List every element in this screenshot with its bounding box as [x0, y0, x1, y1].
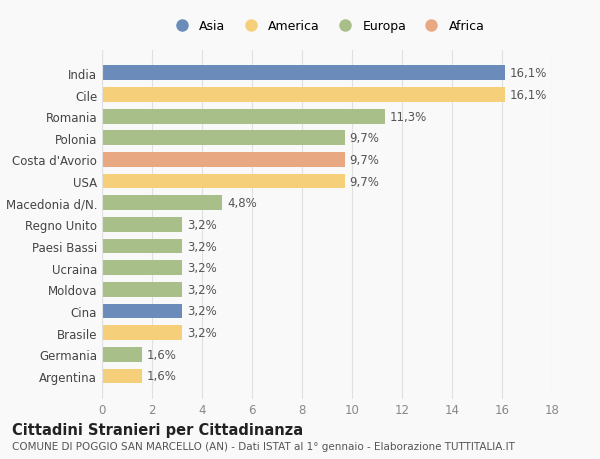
Text: COMUNE DI POGGIO SAN MARCELLO (AN) - Dati ISTAT al 1° gennaio - Elaborazione TUT: COMUNE DI POGGIO SAN MARCELLO (AN) - Dat…: [12, 441, 515, 451]
Text: 11,3%: 11,3%: [389, 111, 427, 123]
Bar: [102, 218, 182, 232]
Text: 3,2%: 3,2%: [187, 240, 217, 253]
Bar: [102, 261, 182, 275]
Bar: [102, 174, 344, 189]
Bar: [102, 282, 182, 297]
Bar: [102, 88, 505, 103]
Bar: [102, 239, 182, 254]
Text: Cittadini Stranieri per Cittadinanza: Cittadini Stranieri per Cittadinanza: [12, 422, 303, 437]
Text: 9,7%: 9,7%: [349, 132, 379, 145]
Text: 16,1%: 16,1%: [509, 67, 547, 80]
Bar: [102, 67, 505, 81]
Text: 3,2%: 3,2%: [187, 218, 217, 231]
Text: 3,2%: 3,2%: [187, 262, 217, 274]
Text: 1,6%: 1,6%: [147, 348, 177, 361]
Text: 9,7%: 9,7%: [349, 175, 379, 188]
Bar: [102, 196, 222, 211]
Text: 3,2%: 3,2%: [187, 326, 217, 339]
Bar: [102, 110, 385, 124]
Legend: Asia, America, Europa, Africa: Asia, America, Europa, Africa: [164, 15, 490, 38]
Text: 3,2%: 3,2%: [187, 283, 217, 296]
Text: 3,2%: 3,2%: [187, 305, 217, 318]
Bar: [102, 304, 182, 319]
Bar: [102, 347, 142, 362]
Bar: [102, 131, 344, 146]
Text: 16,1%: 16,1%: [509, 89, 547, 102]
Bar: [102, 369, 142, 383]
Text: 1,6%: 1,6%: [147, 369, 177, 383]
Bar: [102, 153, 344, 168]
Text: 9,7%: 9,7%: [349, 154, 379, 167]
Bar: [102, 325, 182, 340]
Text: 4,8%: 4,8%: [227, 197, 257, 210]
